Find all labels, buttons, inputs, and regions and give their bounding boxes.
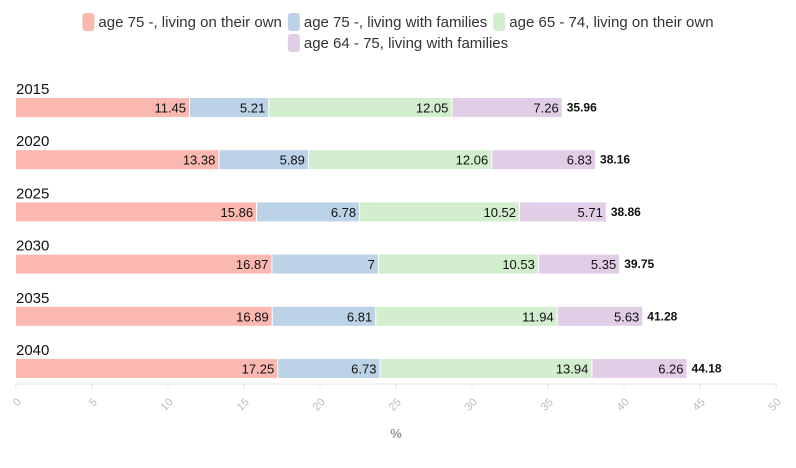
bar-segment-age-75-living-on-their-own	[16, 254, 272, 274]
bar-segment-age-75-living-with-families	[219, 150, 308, 170]
x-tick-label: 20	[311, 396, 328, 413]
x-axis: 0 5 10 15 20 25 30 35 40 45 50	[11, 383, 784, 413]
legend-swatch-age-75-living-on-their-own	[82, 13, 95, 31]
x-tick-label: 25	[387, 396, 404, 413]
data-label: 13.38	[183, 153, 216, 168]
data-label: 5.71	[578, 205, 603, 220]
data-label: 5.21	[240, 101, 265, 116]
x-tick-label: 50	[767, 396, 784, 413]
data-label: 6.78	[331, 205, 356, 220]
bar-segment-age-75-living-with-families	[278, 359, 380, 378]
x-tick-label: 45	[691, 396, 708, 413]
bar-segment-age-64-75-living-with-families	[557, 306, 643, 326]
data-label: 6.83	[567, 153, 592, 168]
category-label: 2015	[16, 81, 49, 98]
bar-segment-age-64-75-living-with-families	[538, 254, 620, 274]
bar-segment-age-64-75-living-with-families	[592, 359, 687, 378]
total-label: 38.16	[600, 153, 630, 167]
x-tick-label: 10	[159, 396, 176, 413]
bar-segment-age-75-living-on-their-own	[16, 306, 272, 326]
category-label: 2035	[16, 290, 49, 307]
x-axis-title: %	[390, 426, 402, 441]
category-label: 2020	[16, 133, 49, 150]
bar-segment-age-75-living-with-families	[257, 202, 360, 222]
x-tick-label: 40	[615, 396, 632, 413]
legend-swatch-age-75-living-with-families	[287, 13, 300, 31]
bar-segment-age-64-75-living-with-families	[520, 202, 606, 222]
bar-segment-age-75-living-with-families	[272, 254, 378, 274]
x-tick-label: 5	[87, 396, 100, 409]
data-label: 16.87	[236, 257, 269, 272]
legend-label-age-75-living-on-their-own: age 75 -, living on their own	[98, 14, 281, 31]
category-label: 2030	[16, 238, 49, 255]
data-label: 16.89	[236, 309, 269, 324]
data-label: 13.94	[556, 362, 589, 377]
data-label: 11.45	[154, 101, 186, 116]
legend-label-age-75-living-with-families: age 75 -, living with families	[304, 14, 487, 31]
data-label: 5.89	[280, 153, 305, 168]
total-label: 44.18	[692, 362, 722, 376]
data-label: 11.94	[522, 309, 554, 324]
legend-swatch-age-64-75-living-with-families	[287, 34, 300, 52]
data-label: 10.53	[502, 257, 535, 272]
bar-segment-age-75-living-with-families	[272, 306, 376, 326]
data-label: 17.25	[242, 362, 275, 377]
total-label: 35.96	[567, 101, 597, 115]
bar-segment-age-64-75-living-with-families	[452, 98, 562, 117]
bar-segment-age-75-living-on-their-own	[16, 98, 190, 117]
total-label: 39.75	[624, 257, 654, 271]
bar-segment-age-65-74-living-on-their-own	[378, 254, 538, 274]
total-label: 41.28	[647, 309, 677, 323]
bar-segment-age-75-living-on-their-own	[16, 202, 257, 222]
bar-segment-age-65-74-living-on-their-own	[360, 202, 520, 222]
bar-segment-age-65-74-living-on-their-own	[380, 359, 592, 378]
data-label: 10.52	[483, 205, 516, 220]
data-label: 6.26	[658, 362, 683, 377]
data-label: 5.35	[591, 257, 616, 272]
legend-label-age-65-74-living-on-their-own: age 65 - 74, living on their own	[509, 14, 713, 31]
bar-segment-age-75-living-with-families	[190, 98, 269, 117]
x-tick-label: 15	[235, 396, 252, 413]
legend: age 75 -, living on their own age 75 -, l…	[82, 13, 714, 52]
data-label: 12.05	[416, 101, 449, 116]
bar-segment-age-65-74-living-on-their-own	[269, 98, 452, 117]
data-label: 5.63	[614, 309, 639, 324]
bar-segment-age-64-75-living-with-families	[492, 150, 596, 170]
legend-swatch-age-65-74-living-on-their-own	[493, 13, 506, 31]
data-label: 7.26	[533, 101, 558, 116]
data-label: 12.06	[456, 153, 489, 168]
category-label: 2025	[16, 185, 49, 202]
bar-segment-age-65-74-living-on-their-own	[376, 306, 557, 326]
data-label: 15.86	[221, 205, 254, 220]
bar-segment-age-65-74-living-on-their-own	[308, 150, 492, 170]
bars-area: 2015 11.45 5.21 12.05 7.26 35.96 2020 13.38 5.89…	[16, 81, 722, 378]
bar-segment-age-75-living-on-their-own	[16, 150, 219, 170]
x-tick-label: 35	[539, 396, 556, 413]
data-label: 6.81	[347, 309, 372, 324]
category-label: 2040	[16, 342, 49, 359]
total-label: 38.86	[611, 205, 641, 219]
data-label: 7	[368, 257, 375, 272]
legend-label-age-64-75-living-with-families: age 64 - 75, living with families	[304, 35, 508, 52]
data-label: 6.73	[351, 362, 376, 377]
bar-segment-age-75-living-on-their-own	[16, 359, 278, 378]
x-tick-label: 30	[463, 396, 480, 413]
x-tick-label: 0	[11, 396, 24, 409]
